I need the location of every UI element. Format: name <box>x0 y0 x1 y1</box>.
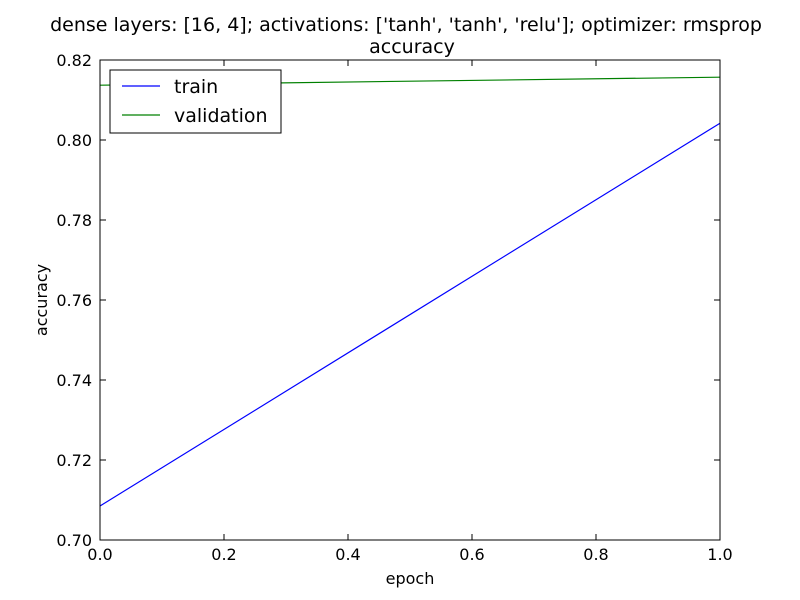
chart-subtitle: accuracy <box>369 36 455 58</box>
y-tick-label: 0.76 <box>56 291 92 310</box>
legend-label-validation: validation <box>174 105 268 127</box>
axis-ticks: 0.0 0.2 0.4 0.6 0.8 1.0 0.70 0.72 0.74 0.76 0.78 0.… <box>56 51 732 564</box>
y-tick-label: 0.82 <box>56 51 92 70</box>
x-tick-label: 0.2 <box>211 545 236 564</box>
y-tick-label: 0.70 <box>56 531 92 550</box>
legend-box <box>109 69 282 134</box>
legend: train validation <box>109 69 282 134</box>
legend-label-train: train <box>174 76 218 98</box>
x-axis-label: epoch <box>386 569 435 588</box>
chart-title: dense layers: [16, 4]; activations: ['ta… <box>50 14 762 36</box>
x-tick-label: 1.0 <box>707 545 732 564</box>
y-tick-label: 0.74 <box>56 371 92 390</box>
y-tick-label: 0.80 <box>56 131 92 150</box>
x-tick-label: 0.6 <box>459 545 484 564</box>
y-axis-label: accuracy <box>32 264 51 336</box>
plot-area <box>99 76 721 507</box>
series-line-train <box>99 122 721 507</box>
x-tick-label: 0.8 <box>583 545 608 564</box>
x-tick-label: 0.0 <box>87 545 112 564</box>
y-tick-label: 0.72 <box>56 451 92 470</box>
x-tick-label: 0.4 <box>335 545 360 564</box>
y-tick-label: 0.78 <box>56 211 92 230</box>
